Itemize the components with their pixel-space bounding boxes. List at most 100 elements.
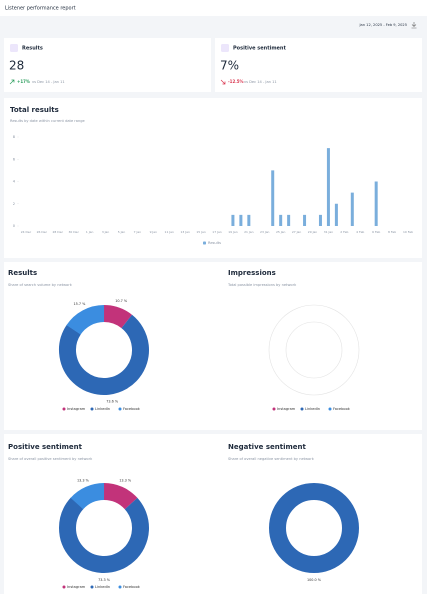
x-tick-label: 28 Dec <box>53 230 64 234</box>
legend-dot <box>62 407 66 411</box>
kpi-card <box>4 38 211 92</box>
x-tick-label: 8 Feb <box>388 230 396 234</box>
kpi-comparison: vs Dec 14 - Jan 11 <box>244 80 277 84</box>
legend-label: Results <box>208 241 221 245</box>
x-tick-label: 17 Jan <box>212 230 221 234</box>
chart-subtitle: Share of overall positive sentiment by n… <box>8 457 93 461</box>
chart-title: Impressions <box>228 269 276 277</box>
x-tick-label: 5 Jan <box>118 230 126 234</box>
x-tick-label: 24 Dec <box>21 230 32 234</box>
legend-dot <box>62 585 66 589</box>
bar <box>279 214 283 226</box>
bar <box>326 148 330 226</box>
legend-label: Facebook <box>123 585 141 589</box>
x-tick-label: 13 Jan <box>180 230 189 234</box>
x-tick-label: 1 Jan <box>86 230 94 234</box>
legend-label: Instagram <box>67 407 86 411</box>
kpi-value: 28 <box>9 59 24 73</box>
bar <box>271 170 275 226</box>
kpi-label: Positive sentiment <box>233 46 286 52</box>
legend-label: Facebook <box>123 407 141 411</box>
chart-subtitle: Total possible impressions by network <box>227 283 297 287</box>
value-label: 15.7 % <box>73 302 86 306</box>
chart-card <box>4 98 422 258</box>
legend-label: LinkedIn <box>95 585 110 589</box>
bar <box>231 214 235 226</box>
legend-label: Instagram <box>67 585 86 589</box>
donut-segment <box>59 483 149 573</box>
x-tick-label: 23 Jan <box>260 230 269 234</box>
report-title: Listener performance report <box>5 6 76 12</box>
down-arrow <box>220 79 226 85</box>
chart-subtitle: Results by date within current date rang… <box>10 119 86 123</box>
donut-segment <box>59 305 149 395</box>
value-label: 13.3 % <box>119 478 132 482</box>
donut-segment <box>59 305 149 395</box>
kpi-label: Results <box>22 46 43 52</box>
chart-title: Negative sentiment <box>228 443 307 451</box>
value-label: 73.6 % <box>106 399 119 403</box>
x-tick-label: 11 Jan <box>165 230 174 234</box>
chart-title: Positive sentiment <box>8 443 83 451</box>
download-icon[interactable] <box>411 22 417 29</box>
legend-dot <box>300 407 304 411</box>
kpi-icon <box>221 44 229 52</box>
y-tick-label: 8 <box>13 135 16 139</box>
x-tick-label: 10 Feb <box>403 230 413 234</box>
kpi-comparison: vs Dec 14 - Jan 11 <box>32 80 65 84</box>
bar <box>303 214 307 226</box>
y-tick-label: 4 <box>13 180 16 184</box>
legend-label: LinkedIn <box>95 407 110 411</box>
value-label: 100.0 % <box>307 578 322 582</box>
x-tick-label: 29 Jan <box>308 230 317 234</box>
bar <box>247 214 251 226</box>
x-tick-label: 30 Dec <box>68 230 79 234</box>
x-tick-label: 15 Jan <box>196 230 205 234</box>
y-tick-label: 0 <box>13 224 16 228</box>
value-label: 10.7 % <box>115 299 128 303</box>
chart-title: Total results <box>10 106 59 114</box>
x-tick-label: 9 Jan <box>150 230 158 234</box>
x-tick-label: 27 Jan <box>292 230 301 234</box>
x-tick-label: 26 Dec <box>37 230 48 234</box>
kpi-card <box>215 38 422 92</box>
chart-subtitle: Share of search volume by network <box>8 283 73 287</box>
empty-ring <box>285 321 343 379</box>
x-tick-label: 19 Jan <box>228 230 237 234</box>
kpi-change: -12.5% <box>228 79 244 84</box>
x-tick-label: 4 Feb <box>356 230 364 234</box>
up-arrow <box>9 79 15 85</box>
kpi-icon <box>10 44 18 52</box>
x-tick-label: 21 Jan <box>244 230 253 234</box>
bar <box>334 203 338 226</box>
legend-dot <box>328 407 332 411</box>
x-tick-label: 31 Jan <box>324 230 333 234</box>
legend-dot <box>118 407 122 411</box>
date-range[interactable]: Jan 12, 2025 - Feb 9, 2025 <box>359 23 408 27</box>
chart-subtitle: Share of overall negative sentiment by n… <box>228 457 315 461</box>
bar <box>350 192 354 226</box>
legend-label: Facebook <box>333 407 351 411</box>
donut-segment <box>269 483 359 573</box>
x-tick-label: 25 Jan <box>276 230 285 234</box>
legend-swatch <box>203 241 206 245</box>
value-label: 73.3 % <box>98 578 111 582</box>
bar <box>239 214 243 226</box>
bar <box>374 181 378 226</box>
legend-label: LinkedIn <box>305 407 320 411</box>
empty-ring <box>268 304 360 396</box>
donut-segment <box>59 483 149 573</box>
x-tick-label: 7 Jan <box>134 230 142 234</box>
x-tick-label: 3 Jan <box>102 230 110 234</box>
legend-dot <box>272 407 276 411</box>
bar <box>287 214 291 226</box>
top-bar <box>0 0 427 16</box>
legend-dot <box>90 407 94 411</box>
legend-dot <box>118 585 122 589</box>
y-tick-label: 6 <box>13 157 16 161</box>
kpi-value: 7% <box>220 59 239 73</box>
y-tick-label: 2 <box>13 202 15 206</box>
legend-label: Instagram <box>277 407 296 411</box>
